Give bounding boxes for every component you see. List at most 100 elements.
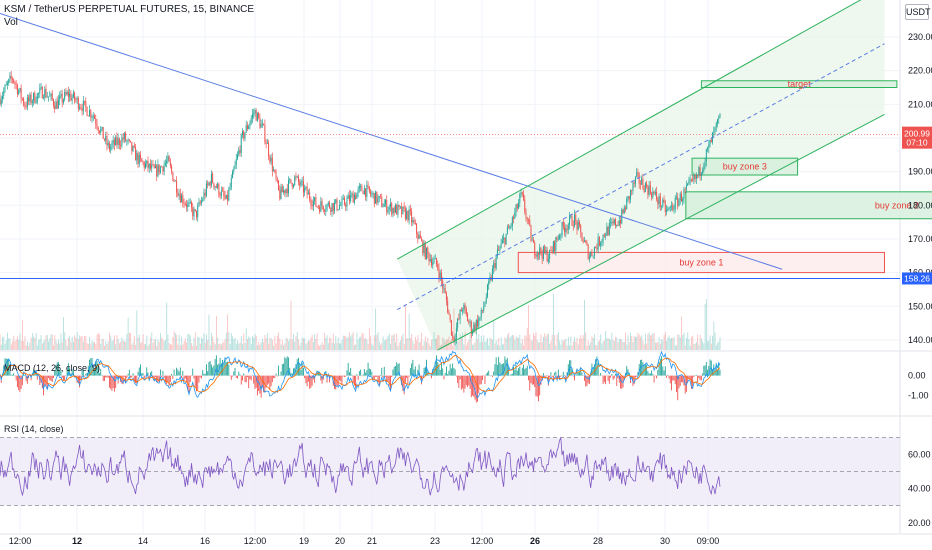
candle-body [534,242,536,256]
candle-body [217,183,219,188]
volume-bar [465,345,467,350]
candle-body [531,239,533,241]
macd-histogram-bar [367,362,369,376]
macd-histogram-bar [455,375,457,377]
volume-bar [543,336,544,350]
volume-bar [478,334,480,350]
macd-histogram-bar [689,375,691,381]
macd-histogram-bar [698,375,700,379]
candle-body [622,209,624,213]
current-price-badge [902,126,932,149]
volume-bar [168,343,170,350]
candle-body [642,178,644,188]
volume-bar [592,338,594,350]
candle-body [25,106,27,108]
candle-body [449,314,451,321]
volume-bar [288,341,289,350]
volume-bar [163,341,165,350]
volume-bar [513,335,515,350]
volume-bar [117,339,119,350]
candle-body [702,170,704,173]
candle-body [683,189,685,200]
macd-histogram-bar [132,373,134,376]
macd-histogram-bar [11,374,13,376]
volume-bar [41,343,43,350]
volume-bar [653,333,655,350]
candle-body [501,239,503,244]
candle-body [407,210,409,221]
volume-bar [467,342,469,350]
level-price-value: 158.26 [904,273,930,283]
macd-histogram-bar [65,375,67,376]
macd-histogram-bar [245,375,247,383]
candle-body [700,172,702,176]
volume-bar [39,338,41,350]
candle-body [16,84,18,95]
currency-unit-button[interactable]: USDT [905,4,931,20]
candle-body [510,226,512,227]
macd-histogram-bar [322,375,324,380]
candle-body [274,169,276,172]
candle-body [703,165,705,171]
candle-body [36,93,38,102]
macd-histogram-bar [383,366,385,376]
macd-histogram-bar [372,375,374,380]
candle-body [101,127,103,129]
volume-bar [520,343,522,350]
candle-body [264,124,266,142]
volume-bar [240,336,242,350]
candle-body [285,188,287,194]
candle-body [521,192,523,195]
volume-bar [567,336,569,350]
candle-body [276,179,278,181]
volume-bar [35,332,37,350]
volume-bar [702,341,704,350]
macd-histogram-bar [519,366,521,376]
volume-bar [237,340,239,350]
candle-body [719,113,721,118]
candle-body [426,247,428,259]
macd-histogram-bar [204,373,206,376]
volume-bar [166,302,168,350]
candle-body [503,237,505,240]
macd-histogram-bar [9,365,11,376]
macd-histogram-bar [561,375,563,376]
candle-body [166,160,168,164]
volume-bar [443,338,445,350]
macd-histogram-bar [161,375,163,378]
volume-bar [188,334,190,350]
macd-histogram-bar [483,375,485,377]
candle-body [163,164,165,172]
candle-body [72,92,74,98]
volume-bar [102,339,104,350]
volume-bar [421,332,423,350]
macd-histogram-bar [511,373,513,376]
macd-histogram-bar [414,366,416,376]
candle-body [28,97,30,102]
macd-histogram-bar [622,375,624,388]
volume-bar [186,342,188,350]
candle-body [186,204,188,208]
candle-body [327,202,329,205]
candle-body [59,96,61,100]
candle-body [183,203,185,205]
macd-histogram-bar [273,375,275,379]
candle-body [540,247,542,254]
candle-body [158,164,160,173]
macd-histogram-bar [135,375,136,384]
candle-body [368,186,370,192]
volume-bar [449,340,451,350]
candle-body [35,101,37,103]
candle-body [654,191,656,194]
macd-histogram-bar [404,375,406,383]
rsi-tick-label: 60.00 [908,450,931,460]
candle-body [172,171,174,181]
volume-bar [677,334,679,350]
candle-body [674,197,676,210]
candle-body [117,138,119,145]
candle-body [19,88,21,91]
macd-histogram-bar [178,371,180,376]
volume-bar [182,344,184,350]
volume-bar [505,338,507,350]
